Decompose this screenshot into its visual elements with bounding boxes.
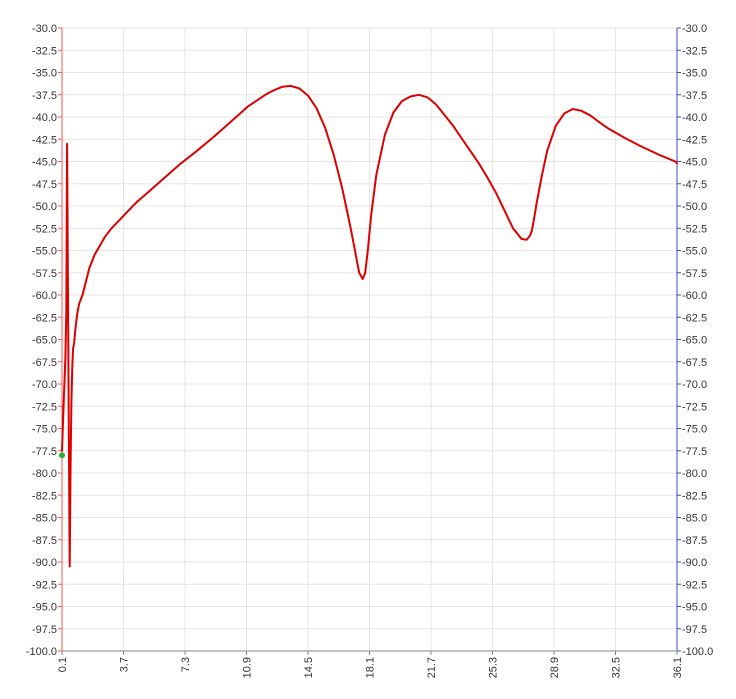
- right-tick-label: -42.5: [682, 134, 707, 146]
- left-tick-label: -30.0: [32, 23, 57, 35]
- left-tick-label: -42.5: [32, 134, 57, 146]
- right-tick-label: -75.0: [682, 424, 707, 436]
- right-tick-label: -80.0: [682, 468, 707, 480]
- x-tick-label: 0.1: [57, 657, 69, 672]
- right-tick-label: -95.0: [682, 602, 707, 614]
- right-tick-label: -62.5: [682, 312, 707, 324]
- right-tick-label: -55.0: [682, 246, 707, 258]
- left-tick-label: -60.0: [32, 290, 57, 302]
- left-tick-label: -85.0: [32, 513, 57, 525]
- x-tick-label: 7.3: [180, 657, 192, 672]
- right-tick-label: -50.0: [682, 201, 707, 213]
- left-tick-label: -47.5: [32, 179, 57, 191]
- x-tick-label: 3.7: [119, 657, 131, 672]
- left-tick-label: -90.0: [32, 557, 57, 569]
- right-tick-label: -37.5: [682, 90, 707, 102]
- right-tick-label: -97.5: [682, 624, 707, 636]
- x-tick-label: 28.9: [549, 657, 561, 678]
- left-tick-label: -37.5: [32, 90, 57, 102]
- left-tick-label: -87.5: [32, 535, 57, 547]
- series-line: [61, 84, 678, 568]
- right-tick-label: -45.0: [682, 157, 707, 169]
- left-tick-label: -32.5: [32, 45, 57, 57]
- x-axis: 0.1 3.7 7.3 10.9 14.5 18.1 21.7 25.3 28.9 32.5 36.…: [57, 650, 684, 678]
- left-tick-label: -45.0: [32, 157, 57, 169]
- right-tick-label: -77.5: [682, 446, 707, 458]
- left-tick-label: -50.0: [32, 201, 57, 213]
- left-tick-label: -65.0: [32, 335, 57, 347]
- right-tick-label: -82.5: [682, 490, 707, 502]
- left-tick-label: -40.0: [32, 112, 57, 124]
- left-tick-label: -52.5: [32, 223, 57, 235]
- right-tick-label: -32.5: [682, 45, 707, 57]
- right-tick-label: -87.5: [682, 535, 707, 547]
- left-tick-label: -75.0: [32, 424, 57, 436]
- right-tick-label: -60.0: [682, 290, 707, 302]
- left-tick-label: -80.0: [32, 468, 57, 480]
- right-tick-label: -70.0: [682, 379, 707, 391]
- right-tick-label: -92.5: [682, 579, 707, 591]
- left-tick-label: -82.5: [32, 490, 57, 502]
- left-tick-label: -97.5: [32, 624, 57, 636]
- data-marker: [59, 452, 65, 459]
- x-tick-label: 14.5: [303, 657, 315, 678]
- left-tick-label: -62.5: [32, 312, 57, 324]
- right-tick-label: -85.0: [682, 513, 707, 525]
- left-tick-label: -77.5: [32, 446, 57, 458]
- right-tick-label: -52.5: [682, 223, 707, 235]
- left-tick-label: -92.5: [32, 579, 57, 591]
- left-tick-label: -100.0: [26, 646, 57, 658]
- x-tick-label: 32.5: [611, 657, 623, 678]
- right-tick-label: -100.0: [682, 646, 713, 658]
- right-tick-label: -30.0: [682, 23, 707, 35]
- horizontal-gridlines: [62, 27, 677, 652]
- left-tick-label: -95.0: [32, 602, 57, 614]
- right-tick-label: -65.0: [682, 335, 707, 347]
- right-tick-label: -35.0: [682, 68, 707, 80]
- right-tick-label: -72.5: [682, 401, 707, 413]
- left-tick-label: -55.0: [32, 246, 57, 258]
- right-tick-label: -90.0: [682, 557, 707, 569]
- x-tick-label: 21.7: [426, 657, 438, 678]
- left-tick-label: -70.0: [32, 379, 57, 391]
- series-layer: [59, 84, 678, 568]
- right-tick-label: -57.5: [682, 268, 707, 280]
- right-tick-label: -40.0: [682, 112, 707, 124]
- left-tick-label: -72.5: [32, 401, 57, 413]
- left-y-axis: -30.0 -32.5 -35.0 -37.5 -40.0 -42.5 -45.0 -47.5…: [26, 23, 63, 658]
- right-tick-label: -47.5: [682, 179, 707, 191]
- left-tick-label: -67.5: [32, 357, 57, 369]
- left-tick-label: -35.0: [32, 68, 57, 80]
- left-tick-label: -57.5: [32, 268, 57, 280]
- x-tick-label: 18.1: [365, 657, 377, 678]
- right-tick-label: -67.5: [682, 357, 707, 369]
- right-y-axis: -30.0 -32.5 -35.0 -37.5 -40.0 -42.5 -45.0 -47.5…: [676, 23, 713, 658]
- x-tick-label: 10.9: [242, 657, 254, 678]
- x-tick-label: 25.3: [488, 657, 500, 678]
- x-tick-label: 36.1: [672, 657, 684, 678]
